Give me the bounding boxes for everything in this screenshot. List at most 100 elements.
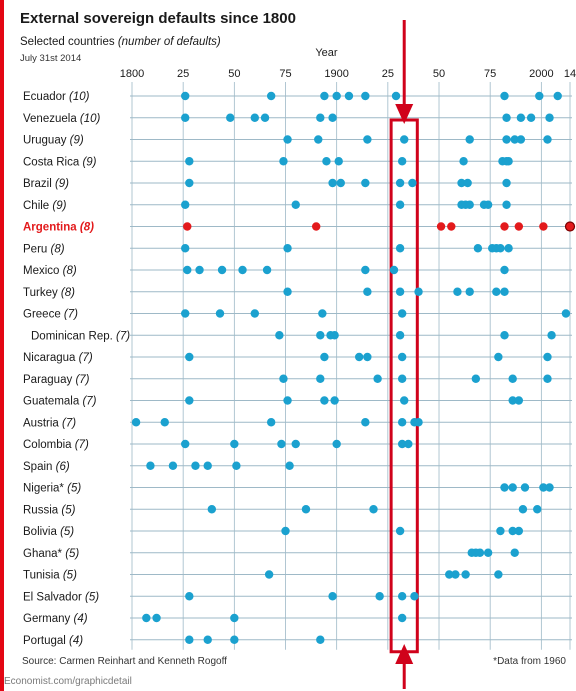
x-tick-label: 1900 xyxy=(324,68,348,80)
default-dot xyxy=(266,91,276,101)
default-dot xyxy=(285,461,294,470)
default-dot xyxy=(564,221,576,232)
default-dot xyxy=(496,244,505,253)
default-dot xyxy=(203,635,212,644)
country-label: Russia (5) xyxy=(23,504,76,516)
default-dot xyxy=(281,526,290,536)
default-dot xyxy=(539,483,548,492)
default-dot xyxy=(283,244,292,253)
default-dot xyxy=(330,396,339,405)
default-dot xyxy=(473,244,483,253)
country-name: Germany xyxy=(23,613,74,625)
default-count: (8) xyxy=(80,222,94,234)
default-dot xyxy=(328,113,337,122)
country-label: Tunisia (5) xyxy=(23,570,77,582)
default-count: (7) xyxy=(75,439,89,451)
default-dot xyxy=(520,483,530,492)
arrow-head-bottom xyxy=(395,644,414,664)
default-dot xyxy=(361,265,370,275)
x-axis-label: Year xyxy=(315,47,338,59)
default-dot xyxy=(500,483,509,492)
country-name: Paraguay xyxy=(23,374,75,386)
default-count: (5) xyxy=(61,504,75,516)
default-dot xyxy=(185,178,194,188)
default-dot xyxy=(264,570,274,579)
default-dot xyxy=(354,352,364,362)
x-tick-label: 14 xyxy=(564,68,576,80)
default-count: (4) xyxy=(69,635,83,647)
default-dot xyxy=(275,331,284,340)
country-label: Ecuador (10) xyxy=(23,91,90,103)
default-dot xyxy=(543,352,552,362)
default-dot xyxy=(508,374,517,383)
default-dot xyxy=(316,374,325,383)
default-dot xyxy=(183,265,192,275)
default-dot xyxy=(181,113,190,122)
default-dot xyxy=(508,526,517,536)
default-dot xyxy=(483,200,493,209)
default-dot xyxy=(185,396,194,405)
subtitle-note: (number of defaults) xyxy=(117,36,221,48)
country-label: Venezuela (10) xyxy=(23,113,101,125)
default-dot xyxy=(291,439,300,449)
default-dot xyxy=(363,135,372,144)
country-name: Turkey xyxy=(23,287,61,299)
country-name: Russia xyxy=(23,504,61,516)
default-dot xyxy=(410,592,419,601)
country-name: Ecuador xyxy=(23,91,69,103)
default-dot xyxy=(238,265,247,275)
default-dot xyxy=(494,352,503,362)
default-count: (9) xyxy=(70,135,84,147)
default-dot xyxy=(414,287,423,296)
x-tick-label: 75 xyxy=(279,68,291,80)
default-dot xyxy=(453,287,462,296)
default-dot xyxy=(463,178,472,188)
default-dot xyxy=(283,135,292,144)
country-label: Peru (8) xyxy=(23,243,65,255)
default-dot xyxy=(230,439,239,449)
default-dot xyxy=(500,222,509,231)
default-dot xyxy=(369,505,378,514)
default-dot xyxy=(230,613,239,623)
country-label: Costa Rica (9) xyxy=(23,156,97,168)
default-dot xyxy=(203,461,212,470)
country-label: Guatemala (7) xyxy=(23,396,97,408)
subtitle-text: Selected countries xyxy=(20,36,115,48)
default-dot xyxy=(561,309,571,318)
default-dot xyxy=(361,418,370,427)
credit-line: Economist.com/graphicdetail xyxy=(4,676,132,687)
country-name: Argentina xyxy=(23,222,80,234)
default-dot xyxy=(361,91,370,101)
default-dot xyxy=(230,635,239,644)
chart-title: External sovereign defaults since 1800 xyxy=(20,10,296,27)
default-dot xyxy=(314,135,323,144)
default-count: (9) xyxy=(55,178,69,190)
country-name: Ghana* xyxy=(23,548,65,560)
country-name: Nigeria* xyxy=(23,483,67,495)
default-dot xyxy=(445,570,454,579)
country-name: Bolivia xyxy=(23,526,60,538)
default-dot xyxy=(400,135,409,144)
default-dot xyxy=(361,178,370,188)
x-tick-label: 25 xyxy=(177,68,189,80)
country-name: Brazil xyxy=(23,178,55,190)
country-label: Chile (9) xyxy=(23,200,67,212)
default-dot xyxy=(185,157,194,166)
default-dot xyxy=(404,439,413,449)
default-dot xyxy=(318,309,327,318)
country-label: Austria (7) xyxy=(23,417,76,429)
default-dot xyxy=(207,505,217,514)
default-dot xyxy=(232,461,241,470)
default-dot xyxy=(277,439,286,449)
default-dot xyxy=(395,331,405,340)
default-dot xyxy=(397,418,407,427)
default-dot xyxy=(328,178,337,188)
default-dot xyxy=(471,374,481,383)
default-dot xyxy=(543,374,552,383)
default-dot xyxy=(459,157,468,166)
default-dot xyxy=(436,222,446,231)
country-label: Ghana* (5) xyxy=(23,548,79,560)
country-name: Mexico xyxy=(23,265,63,277)
default-dot xyxy=(301,505,311,514)
default-dot xyxy=(397,613,407,623)
